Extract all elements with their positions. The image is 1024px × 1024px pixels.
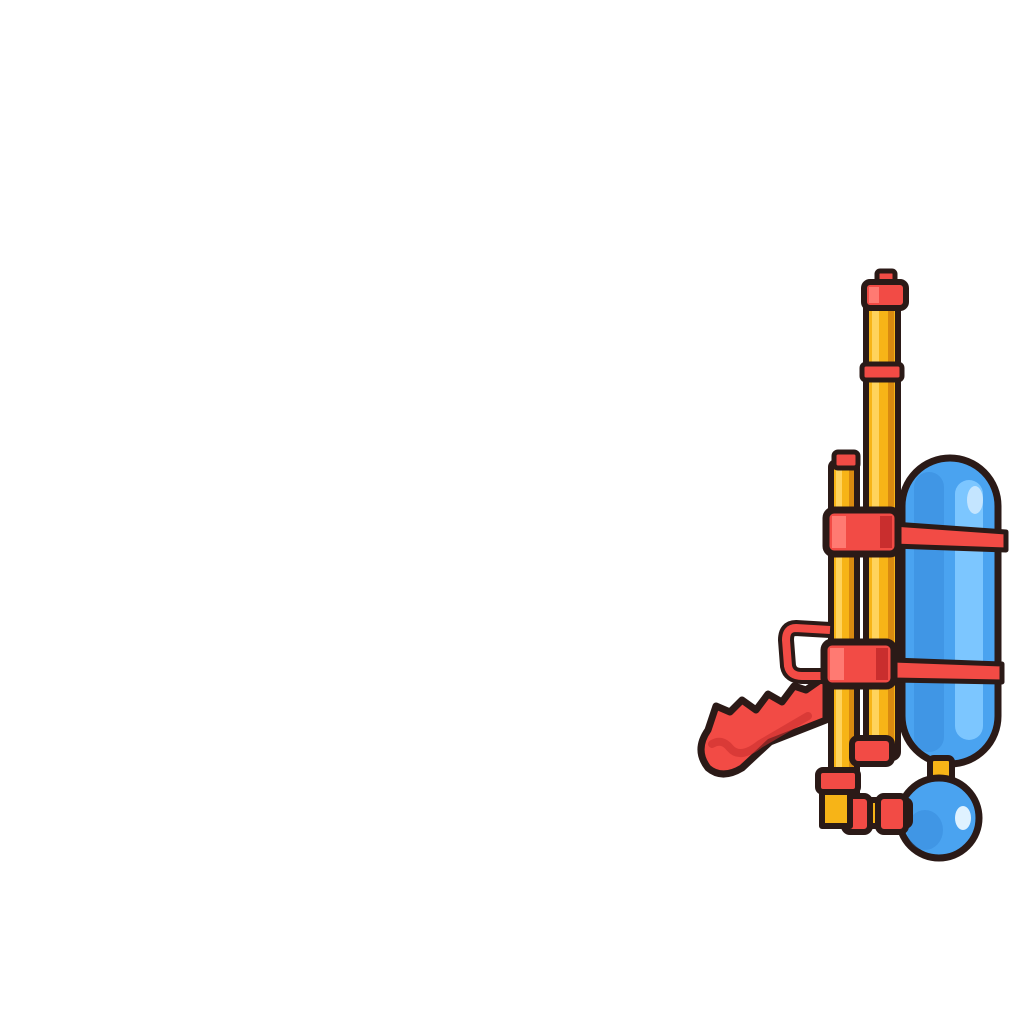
front-nozzle-cap [861, 268, 909, 311]
pump-bulb [895, 774, 983, 862]
barrel-band [859, 361, 905, 383]
pistol-grip [697, 672, 830, 778]
clamp-upper [822, 506, 902, 558]
water-tank [898, 454, 1002, 768]
tank-strap-bottom [890, 657, 1005, 685]
trigger [778, 620, 831, 684]
front-barrel-collar [849, 735, 895, 767]
clamp-lower [820, 638, 898, 690]
rear-nozzle-cap [831, 449, 861, 471]
rear-barrel-fitting [815, 767, 861, 795]
connector-pipe [819, 787, 913, 835]
